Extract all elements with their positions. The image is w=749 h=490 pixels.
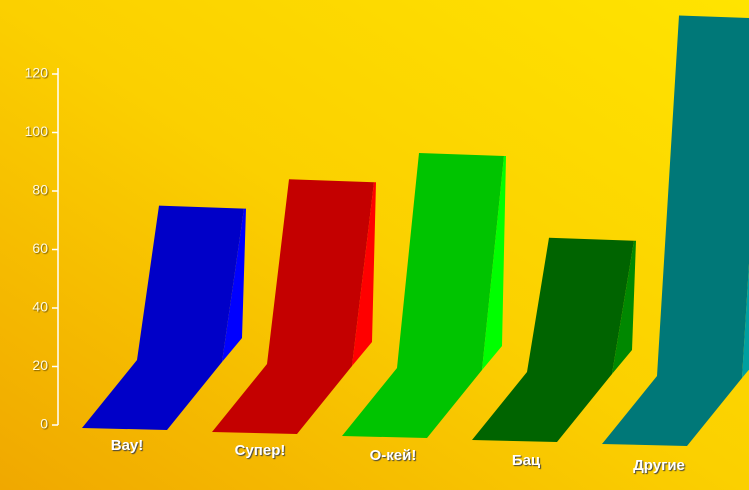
bar <box>472 237 634 442</box>
y-tick-label: 80 <box>32 182 48 198</box>
x-tick-label: Вау! <box>111 437 144 454</box>
y-tick-label: 60 <box>32 240 48 256</box>
bar <box>212 179 374 434</box>
x-tick-label: Бац <box>512 452 541 469</box>
bar-side <box>612 240 636 374</box>
x-tick-label: Другие <box>633 457 685 474</box>
y-tick-label: 20 <box>32 357 48 373</box>
bar-side <box>352 182 376 366</box>
bar-side <box>222 208 246 362</box>
bar <box>342 152 504 438</box>
y-tick-label: 100 <box>25 123 49 139</box>
y-tick-label: 0 <box>40 416 48 432</box>
bar-side <box>742 263 749 378</box>
x-tick-label: О-кей! <box>370 447 417 464</box>
x-tick-label: Супер! <box>235 442 286 459</box>
bar-side <box>482 155 506 370</box>
bar <box>82 205 244 430</box>
y-tick-label: 40 <box>32 299 48 315</box>
y-tick-label: 120 <box>25 65 49 81</box>
bar <box>602 15 749 446</box>
